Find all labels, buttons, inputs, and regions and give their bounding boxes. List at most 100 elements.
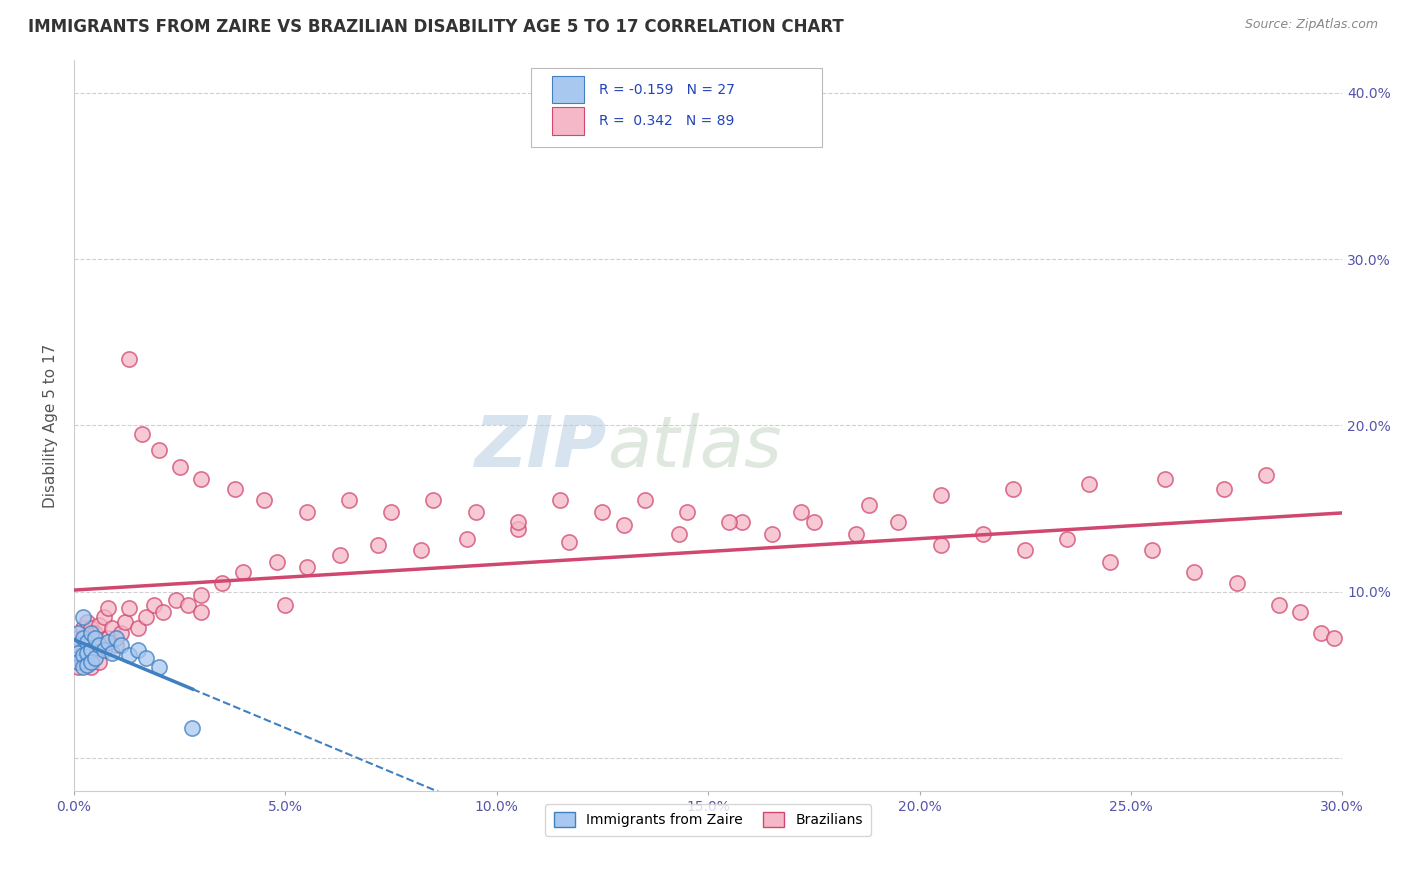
Point bbox=[67, 655, 90, 669]
Point bbox=[887, 515, 910, 529]
Point bbox=[676, 505, 699, 519]
Bar bbox=[553, 76, 583, 103]
Point bbox=[211, 576, 233, 591]
Bar bbox=[553, 107, 583, 135]
FancyBboxPatch shape bbox=[530, 69, 823, 147]
Point bbox=[592, 505, 614, 519]
Point bbox=[84, 648, 107, 662]
Legend: Immigrants from Zaire, Brazilians: Immigrants from Zaire, Brazilians bbox=[546, 804, 870, 836]
Point bbox=[72, 632, 94, 646]
Point bbox=[110, 638, 132, 652]
Point bbox=[118, 351, 141, 366]
Point bbox=[422, 493, 444, 508]
Point bbox=[80, 643, 103, 657]
Point bbox=[72, 659, 94, 673]
Point bbox=[803, 515, 825, 529]
Point bbox=[668, 526, 690, 541]
Point bbox=[101, 621, 124, 635]
Point bbox=[76, 634, 98, 648]
Point bbox=[506, 522, 529, 536]
Point bbox=[845, 526, 868, 541]
Text: ZIP: ZIP bbox=[474, 413, 607, 482]
Point bbox=[190, 605, 212, 619]
Point bbox=[72, 621, 94, 635]
Point bbox=[72, 648, 94, 662]
Point bbox=[67, 626, 90, 640]
Point bbox=[80, 626, 103, 640]
Point bbox=[506, 515, 529, 529]
Point bbox=[1289, 605, 1312, 619]
Point bbox=[97, 632, 120, 646]
Point bbox=[110, 626, 132, 640]
Point bbox=[1077, 476, 1099, 491]
Point bbox=[266, 555, 288, 569]
Point bbox=[367, 538, 389, 552]
Point bbox=[97, 601, 120, 615]
Point bbox=[80, 659, 103, 673]
Point bbox=[93, 609, 115, 624]
Point bbox=[89, 638, 111, 652]
Point bbox=[761, 526, 783, 541]
Text: R =  0.342   N = 89: R = 0.342 N = 89 bbox=[599, 114, 734, 128]
Point bbox=[253, 493, 276, 508]
Point bbox=[731, 515, 754, 529]
Point bbox=[127, 643, 149, 657]
Point bbox=[127, 621, 149, 635]
Point bbox=[181, 721, 204, 735]
Point bbox=[1212, 482, 1234, 496]
Point bbox=[118, 648, 141, 662]
Point bbox=[72, 655, 94, 669]
Point bbox=[1323, 632, 1346, 646]
Text: R = -0.159   N = 27: R = -0.159 N = 27 bbox=[599, 83, 735, 96]
Point bbox=[232, 565, 254, 579]
Point bbox=[76, 646, 98, 660]
Point bbox=[1268, 598, 1291, 612]
Point bbox=[1140, 543, 1163, 558]
Point bbox=[72, 609, 94, 624]
Point bbox=[131, 426, 153, 441]
Y-axis label: Disability Age 5 to 17: Disability Age 5 to 17 bbox=[44, 343, 58, 508]
Point bbox=[143, 598, 166, 612]
Point bbox=[89, 618, 111, 632]
Point bbox=[72, 643, 94, 657]
Point bbox=[152, 605, 174, 619]
Point bbox=[1014, 543, 1036, 558]
Point bbox=[929, 538, 952, 552]
Point bbox=[105, 638, 128, 652]
Point bbox=[67, 651, 90, 665]
Point bbox=[148, 443, 170, 458]
Point bbox=[67, 659, 90, 673]
Point bbox=[80, 621, 103, 635]
Point bbox=[548, 493, 571, 508]
Point bbox=[1226, 576, 1249, 591]
Point bbox=[76, 657, 98, 672]
Point bbox=[67, 632, 90, 646]
Point bbox=[790, 505, 813, 519]
Point bbox=[718, 515, 741, 529]
Point bbox=[165, 593, 187, 607]
Point bbox=[858, 498, 880, 512]
Point bbox=[1056, 532, 1078, 546]
Point bbox=[76, 648, 98, 662]
Point bbox=[224, 482, 246, 496]
Point bbox=[118, 601, 141, 615]
Point bbox=[84, 632, 107, 646]
Point bbox=[1001, 482, 1024, 496]
Text: IMMIGRANTS FROM ZAIRE VS BRAZILIAN DISABILITY AGE 5 TO 17 CORRELATION CHART: IMMIGRANTS FROM ZAIRE VS BRAZILIAN DISAB… bbox=[28, 18, 844, 36]
Point bbox=[190, 588, 212, 602]
Text: Source: ZipAtlas.com: Source: ZipAtlas.com bbox=[1244, 18, 1378, 31]
Point bbox=[274, 598, 297, 612]
Point bbox=[613, 518, 636, 533]
Point bbox=[84, 626, 107, 640]
Point bbox=[135, 651, 157, 665]
Point bbox=[93, 643, 115, 657]
Text: atlas: atlas bbox=[607, 413, 782, 482]
Point bbox=[190, 472, 212, 486]
Point bbox=[114, 615, 136, 629]
Point bbox=[1256, 468, 1278, 483]
Point bbox=[1098, 555, 1121, 569]
Point bbox=[634, 493, 657, 508]
Point bbox=[337, 493, 360, 508]
Point bbox=[80, 643, 103, 657]
Point bbox=[380, 505, 402, 519]
